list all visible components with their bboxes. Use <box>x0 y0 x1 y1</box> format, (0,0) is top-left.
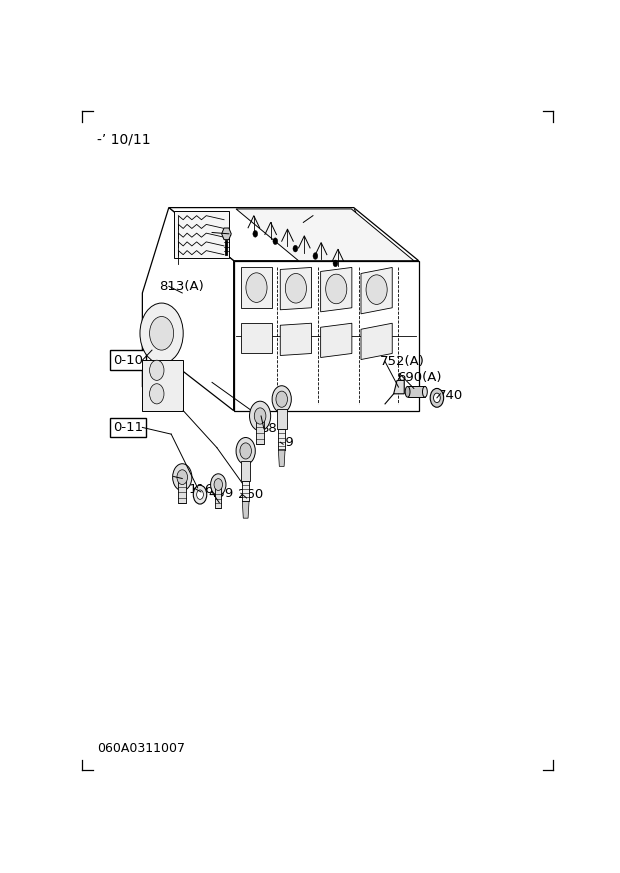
Circle shape <box>254 408 266 424</box>
Text: 89: 89 <box>277 436 294 450</box>
Text: 88: 88 <box>260 423 277 436</box>
Circle shape <box>240 443 252 459</box>
Circle shape <box>140 303 184 363</box>
Polygon shape <box>241 267 272 308</box>
Polygon shape <box>277 409 286 430</box>
Polygon shape <box>361 323 392 360</box>
Circle shape <box>246 272 267 302</box>
Circle shape <box>285 273 306 303</box>
Polygon shape <box>256 416 264 444</box>
Polygon shape <box>236 209 414 261</box>
Polygon shape <box>242 501 249 519</box>
Text: 0-11: 0-11 <box>113 421 143 434</box>
Polygon shape <box>321 267 352 312</box>
Text: 690(A): 690(A) <box>397 370 441 383</box>
Circle shape <box>149 384 164 404</box>
Circle shape <box>272 386 291 413</box>
Text: 813(B): 813(B) <box>313 210 358 222</box>
Polygon shape <box>280 267 311 310</box>
Polygon shape <box>278 450 285 466</box>
Ellipse shape <box>422 387 427 397</box>
Circle shape <box>177 470 187 485</box>
Polygon shape <box>215 485 221 508</box>
Polygon shape <box>394 381 404 394</box>
Circle shape <box>253 230 258 237</box>
Circle shape <box>293 245 298 252</box>
Circle shape <box>197 490 203 499</box>
Circle shape <box>149 317 174 350</box>
Polygon shape <box>241 323 272 354</box>
Circle shape <box>433 393 440 402</box>
Circle shape <box>172 464 192 491</box>
Circle shape <box>236 437 255 464</box>
Text: -’ 10/11: -’ 10/11 <box>97 133 150 147</box>
Circle shape <box>273 237 278 244</box>
Circle shape <box>249 402 271 430</box>
Circle shape <box>430 388 444 407</box>
Circle shape <box>211 474 226 495</box>
Polygon shape <box>407 387 425 397</box>
Text: 813(A): 813(A) <box>159 279 204 292</box>
Circle shape <box>333 260 338 267</box>
Circle shape <box>313 252 318 259</box>
Polygon shape <box>143 361 184 410</box>
Polygon shape <box>143 208 234 410</box>
Polygon shape <box>242 481 249 501</box>
Polygon shape <box>179 478 186 503</box>
Circle shape <box>366 275 387 305</box>
Polygon shape <box>222 228 231 240</box>
Polygon shape <box>234 261 418 410</box>
Circle shape <box>276 391 288 407</box>
Polygon shape <box>174 211 229 258</box>
Circle shape <box>149 361 164 381</box>
Text: 459: 459 <box>208 487 234 500</box>
Circle shape <box>326 274 347 304</box>
Text: 0-10: 0-10 <box>113 354 143 367</box>
Text: 060A0311007: 060A0311007 <box>97 742 185 755</box>
Polygon shape <box>169 208 418 261</box>
Polygon shape <box>361 267 392 313</box>
Polygon shape <box>278 430 285 450</box>
Text: 752(A): 752(A) <box>380 355 425 368</box>
Circle shape <box>193 485 206 504</box>
Ellipse shape <box>405 387 410 397</box>
Text: 740: 740 <box>438 388 463 402</box>
Text: 260: 260 <box>239 488 264 501</box>
Text: 88: 88 <box>171 471 188 485</box>
Polygon shape <box>280 323 311 355</box>
Polygon shape <box>241 461 250 481</box>
Text: 101: 101 <box>207 226 232 239</box>
Polygon shape <box>321 323 352 358</box>
Circle shape <box>214 478 223 491</box>
Text: 116: 116 <box>189 483 215 496</box>
